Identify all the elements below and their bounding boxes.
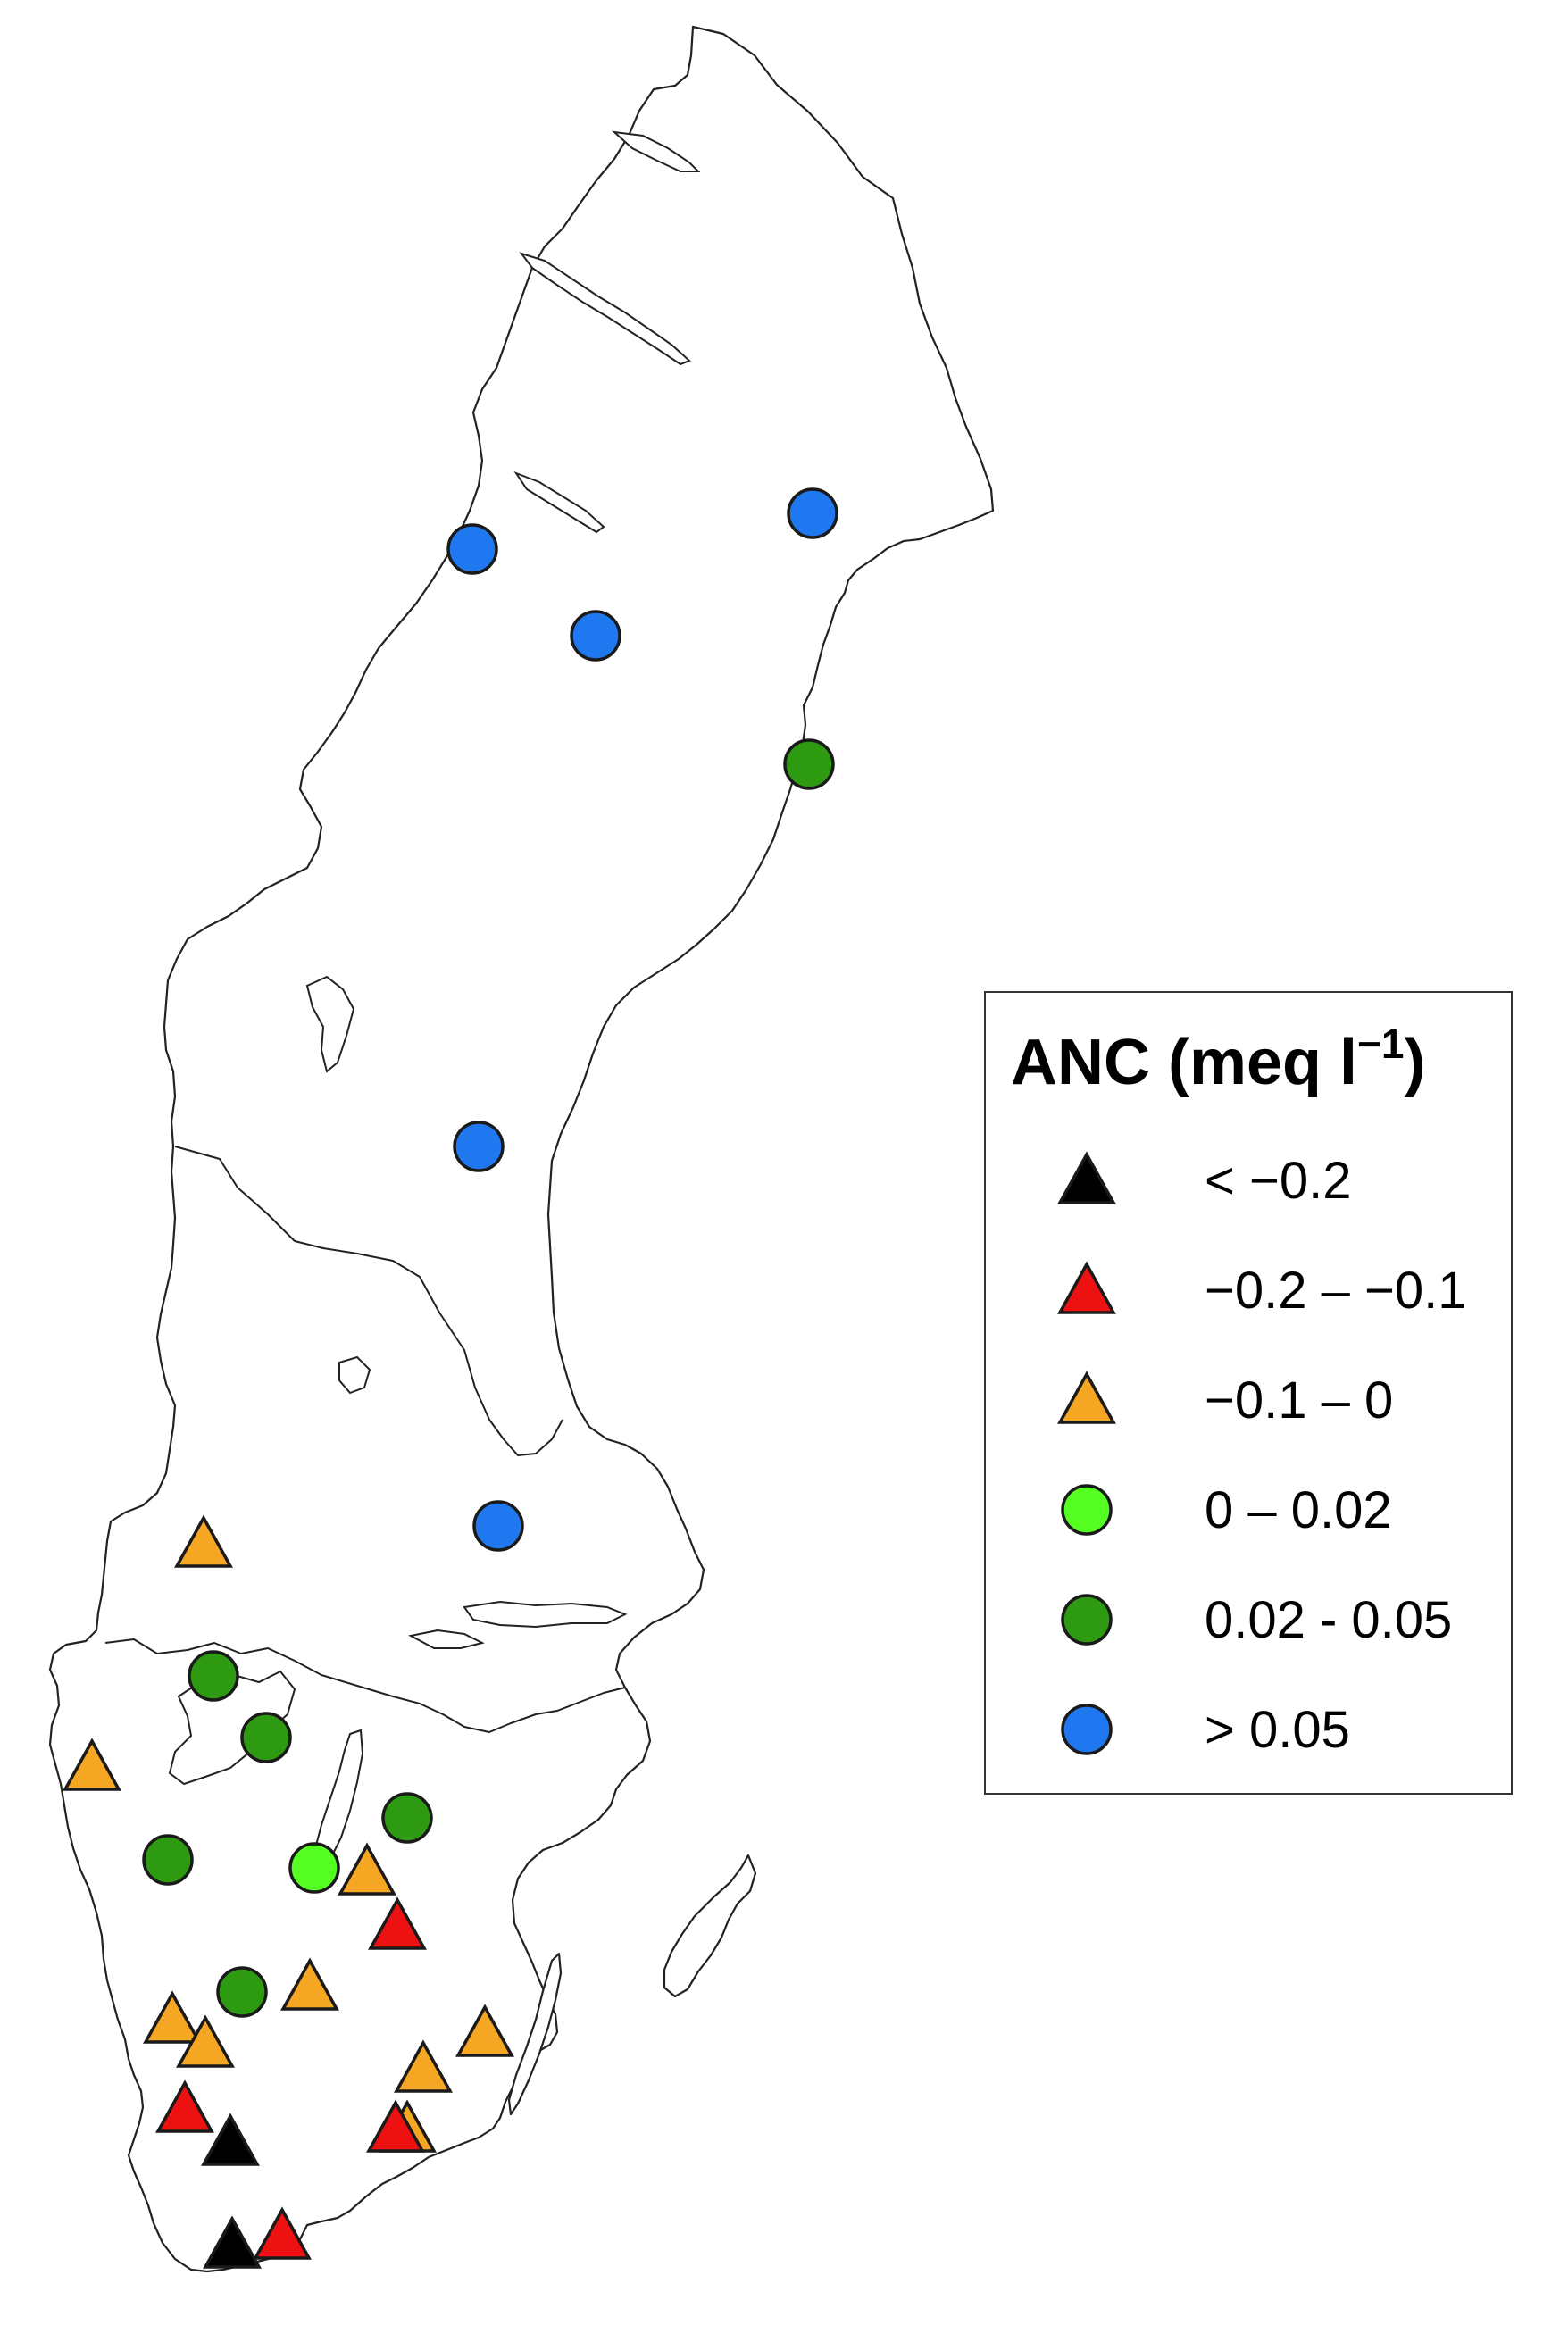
site-marker-red-triangle xyxy=(366,2099,425,2153)
site-marker-darkgreen-circle xyxy=(188,1650,239,1702)
site-marker-lightgreen-circle xyxy=(288,1842,340,1894)
site-marker-darkgreen-circle xyxy=(142,1834,194,1886)
site-marker-orange-triangle xyxy=(394,2039,453,2093)
sites-layer xyxy=(63,488,838,2269)
site-marker-orange-triangle xyxy=(143,1990,202,2044)
legend-triangle-black-icon xyxy=(1057,1151,1116,1204)
legend-title-text: ANC (meq l xyxy=(1011,1027,1358,1098)
lake-north-1 xyxy=(519,252,691,366)
sweden-outline xyxy=(48,25,995,2273)
region-border-north xyxy=(174,1146,563,1456)
lake-malaren xyxy=(463,1600,628,1629)
site-marker-orange-triangle xyxy=(280,1957,339,2011)
legend-circle-blue-icon xyxy=(1061,1704,1113,1755)
site-marker-orange-triangle xyxy=(63,1738,121,1791)
lake-siljan xyxy=(338,1355,371,1395)
oland-outline xyxy=(507,1952,563,2116)
legend-triangle-red-icon xyxy=(1057,1261,1116,1314)
legend-title: ANC (meq l−1) xyxy=(1011,1023,1426,1098)
legend-item: −0.1 – 0 xyxy=(986,1360,1513,1440)
legend-label: 0 – 0.02 xyxy=(1205,1481,1392,1539)
lake-hjalmaren xyxy=(408,1629,485,1649)
site-marker-blue-circle xyxy=(472,1500,524,1552)
site-marker-red-triangle xyxy=(155,2079,214,2133)
legend-triangle-orange-icon xyxy=(1057,1371,1116,1424)
legend-title-exponent: −1 xyxy=(1357,1021,1405,1067)
gotland-outline xyxy=(663,1854,757,1998)
legend-item: < −0.2 xyxy=(986,1140,1513,1221)
legend-label: −0.1 – 0 xyxy=(1205,1371,1394,1429)
site-marker-orange-triangle xyxy=(174,1514,233,1568)
site-marker-orange-triangle xyxy=(338,1842,396,1896)
site-marker-blue-circle xyxy=(787,488,838,539)
site-marker-red-triangle xyxy=(368,1896,427,1950)
site-marker-orange-triangle xyxy=(176,2014,235,2068)
legend-circle-lightgreen-icon xyxy=(1061,1484,1113,1536)
lake-storsjon xyxy=(305,975,355,1073)
legend-item: 0.02 - 0.05 xyxy=(986,1579,1513,1660)
site-marker-blue-circle xyxy=(446,523,498,575)
legend-item: 0 – 0.02 xyxy=(986,1470,1513,1550)
legend-label: −0.2 – −0.1 xyxy=(1205,1262,1467,1320)
legend: ANC (meq l−1) < −0.2 −0.2 – −0.1 −0.1 – … xyxy=(984,991,1513,1795)
legend-title-close: ) xyxy=(1404,1027,1426,1098)
lake-north-2 xyxy=(513,471,605,534)
legend-item: −0.2 – −0.1 xyxy=(986,1250,1513,1330)
site-marker-darkgreen-circle xyxy=(240,1712,292,1763)
legend-item: > 0.05 xyxy=(986,1689,1513,1770)
site-marker-red-triangle xyxy=(253,2206,312,2260)
site-marker-black-triangle xyxy=(201,2112,260,2166)
site-marker-orange-triangle xyxy=(455,2004,514,2057)
lake-north-3 xyxy=(611,130,701,172)
legend-circle-darkgreen-icon xyxy=(1061,1594,1113,1646)
site-marker-darkgreen-circle xyxy=(216,1966,268,2018)
region-border-south xyxy=(104,1638,626,1733)
site-marker-darkgreen-circle xyxy=(381,1792,433,1844)
legend-label: > 0.05 xyxy=(1205,1701,1350,1759)
site-marker-black-triangle xyxy=(203,2215,262,2269)
site-marker-blue-circle xyxy=(570,610,621,662)
site-marker-darkgreen-circle xyxy=(783,738,835,790)
site-marker-blue-circle xyxy=(453,1121,505,1172)
legend-label: 0.02 - 0.05 xyxy=(1205,1591,1453,1649)
legend-label: < −0.2 xyxy=(1205,1152,1352,1210)
